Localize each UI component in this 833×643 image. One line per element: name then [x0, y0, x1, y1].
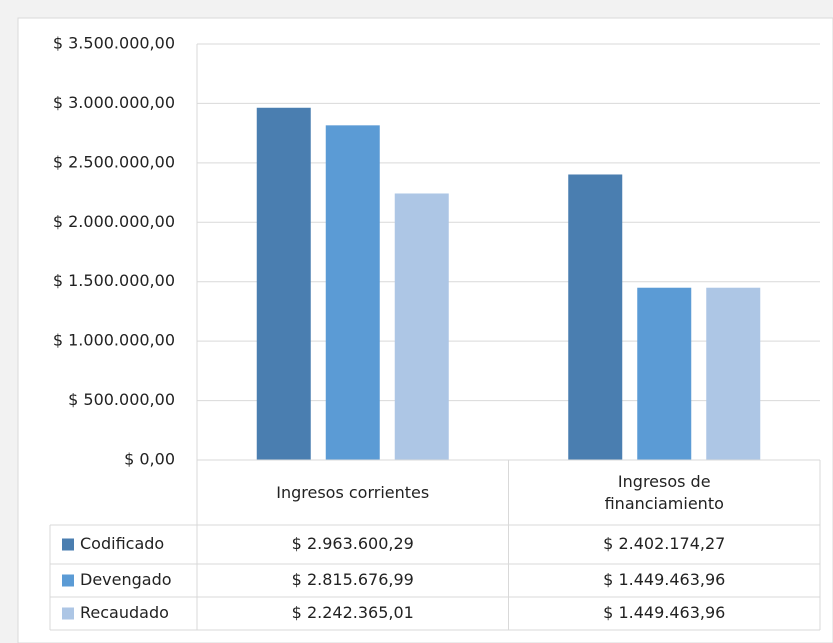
y-tick-label: $ 0,00: [124, 450, 175, 469]
bar: [637, 287, 692, 460]
bar: [394, 193, 449, 461]
y-tick-label: $ 3.000.000,00: [53, 93, 175, 112]
legend-label: Recaudado: [80, 603, 169, 622]
legend-swatch: [62, 574, 74, 587]
value-label: $ 1.449.463,96: [603, 570, 725, 589]
value-label: $ 2.402.174,27: [603, 534, 725, 553]
y-tick-label: $ 1.500.000,00: [53, 271, 175, 290]
value-label: $ 2.963.600,29: [292, 534, 414, 553]
y-tick-label: $ 3.500.000,00: [53, 34, 175, 53]
category-cell: Ingresos corrientes: [197, 460, 509, 525]
y-tick-label: $ 2.500.000,00: [53, 152, 175, 171]
value-label: $ 1.449.463,96: [603, 603, 725, 622]
y-tick-label: $ 2.000.000,00: [53, 212, 175, 231]
x-tick-label: Ingresos de financiamiento: [604, 471, 724, 513]
x-tick-label: Ingresos corrientes: [276, 482, 430, 502]
bar: [256, 107, 311, 460]
legend-label: Devengado: [80, 570, 172, 589]
legend-swatch: [62, 607, 74, 620]
value-label: $ 2.242.365,01: [292, 603, 414, 622]
bar: [325, 125, 380, 461]
legend-swatch: [62, 538, 74, 551]
bar: [706, 287, 761, 460]
y-tick-label: $ 1.000.000,00: [53, 331, 175, 350]
value-label: $ 2.815.676,99: [292, 570, 414, 589]
category-cell-wrap: Ingresos corrientes: [197, 460, 509, 525]
legend-label: Codificado: [80, 534, 164, 553]
bar: [568, 174, 623, 460]
y-tick-label: $ 500.000,00: [68, 390, 175, 409]
category-cell: Ingresos de financiamiento: [509, 460, 821, 525]
category-cell-wrap: Ingresos de financiamiento: [509, 460, 821, 525]
